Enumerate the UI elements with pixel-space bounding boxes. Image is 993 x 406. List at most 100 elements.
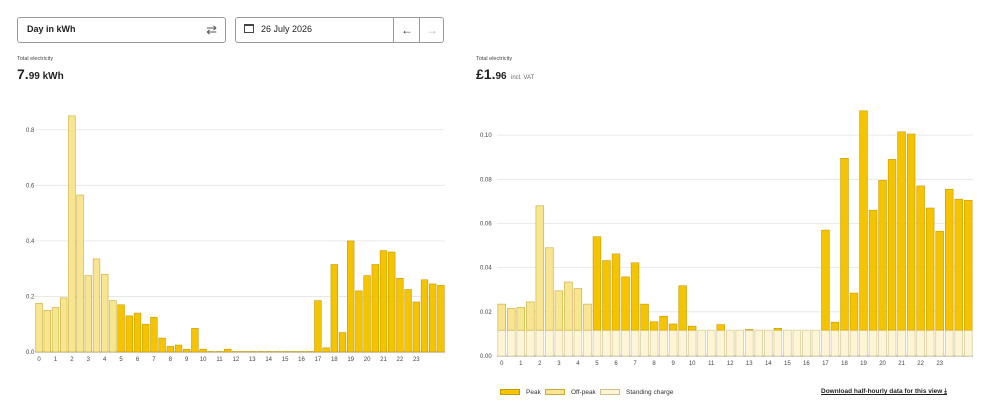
- bar-peak: [265, 351, 273, 353]
- bar-standing-charge: [583, 329, 592, 357]
- bar-offpeak: [101, 273, 109, 353]
- bar-offpeak: [554, 290, 564, 331]
- bar-peak: [420, 279, 429, 353]
- bar-standing-charge: [497, 329, 506, 357]
- x-tick-label: 14: [265, 357, 272, 363]
- bar-offpeak: [35, 303, 43, 353]
- bar-peak: [125, 315, 133, 353]
- bar-standing-charge: [954, 329, 963, 357]
- bar-peak: [935, 230, 944, 331]
- bar-peak: [830, 321, 840, 331]
- bar-peak: [314, 300, 322, 353]
- download-half-hourly-link[interactable]: Download half-hourly data for this view …: [821, 388, 948, 395]
- bar-peak: [640, 303, 649, 331]
- bar-standing-charge: [802, 329, 811, 357]
- legend-offpeak-swatch: [545, 389, 565, 396]
- bar-peak: [150, 316, 158, 353]
- bar-standing-charge: [621, 329, 630, 357]
- swap-arrows-icon[interactable]: ⇄: [206, 22, 217, 37]
- y-tick-label: 0.4: [26, 239, 35, 245]
- legend-standing-swatch: [600, 389, 620, 396]
- bar-peak: [611, 253, 621, 331]
- bar-peak: [630, 262, 640, 331]
- y-tick-label: 0.10: [480, 133, 492, 139]
- bar-peak: [363, 275, 371, 353]
- bar-standing-charge: [764, 329, 773, 357]
- bar-peak: [678, 285, 687, 331]
- x-tick-label: 1: [54, 357, 58, 363]
- bar-peak: [166, 346, 174, 353]
- bar-standing-charge: [935, 329, 944, 357]
- view-select[interactable]: Day in kWh ⇄: [17, 17, 226, 43]
- bar-offpeak: [68, 115, 76, 353]
- bar-peak: [716, 324, 725, 331]
- previous-day-button[interactable]: ←: [393, 18, 420, 42]
- bar-standing-charge: [868, 329, 878, 357]
- x-tick-label: 7: [633, 361, 637, 367]
- bar-offpeak: [573, 288, 583, 331]
- x-tick-label: 6: [614, 361, 618, 367]
- bar-standing-charge: [611, 329, 621, 357]
- bar-peak: [429, 283, 437, 353]
- bar-standing-charge: [840, 329, 849, 357]
- x-tick-label: 17: [315, 357, 322, 363]
- date-picker[interactable]: 26 July 2026 ← →: [235, 17, 444, 43]
- x-tick-label: 18: [331, 357, 338, 363]
- y-tick-label: 0.0: [26, 350, 35, 356]
- arrow-left-icon: ←: [401, 23, 413, 37]
- bar-standing-charge: [573, 329, 583, 357]
- x-tick-label: 8: [652, 361, 656, 367]
- bar-standing-charge: [535, 329, 545, 357]
- x-tick-label: 3: [557, 361, 561, 367]
- bar-offpeak: [507, 308, 516, 331]
- bar-standing-charge: [716, 329, 725, 357]
- x-tick-label: 10: [689, 361, 696, 367]
- x-tick-label: 23: [413, 357, 420, 363]
- bar-standing-charge: [906, 329, 916, 357]
- bar-standing-charge: [726, 329, 735, 357]
- x-tick-label: 4: [103, 357, 107, 363]
- bar-offpeak: [516, 307, 526, 331]
- bar-peak: [240, 351, 248, 353]
- bar-peak: [404, 289, 412, 353]
- x-tick-label: 20: [364, 357, 371, 363]
- x-tick-label: 2: [70, 357, 74, 363]
- bar-standing-charge: [640, 329, 649, 357]
- y-tick-label: 0.08: [480, 177, 492, 183]
- bar-peak: [379, 250, 388, 353]
- y-tick-label: 0.06: [480, 221, 492, 227]
- bar-peak: [347, 240, 355, 353]
- bar-standing-charge: [602, 329, 611, 357]
- energy-total-value: 7.99 kWh: [17, 66, 64, 82]
- x-tick-label: 10: [200, 357, 207, 363]
- bar-standing-charge: [678, 329, 687, 357]
- bar-standing-charge: [859, 329, 868, 357]
- bar-standing-charge: [545, 329, 554, 357]
- x-tick-label: 16: [803, 361, 810, 367]
- bar-peak: [925, 207, 935, 331]
- bar-peak: [306, 351, 314, 353]
- bar-peak: [158, 337, 166, 353]
- y-tick-label: 0.02: [480, 310, 492, 316]
- bar-standing-charge: [668, 329, 678, 357]
- bar-offpeak: [535, 205, 545, 331]
- x-tick-label: 9: [185, 357, 189, 363]
- bar-peak: [821, 229, 830, 331]
- y-tick-label: 0.6: [26, 183, 35, 189]
- bar-offpeak: [109, 300, 117, 353]
- x-tick-label: 16: [298, 357, 305, 363]
- x-tick-label: 15: [784, 361, 791, 367]
- bar-offpeak: [43, 310, 51, 353]
- bar-peak: [199, 348, 207, 353]
- x-tick-label: 9: [671, 361, 675, 367]
- bar-peak: [142, 323, 150, 353]
- bar-offpeak: [545, 247, 554, 331]
- bar-standing-charge: [821, 329, 830, 357]
- x-tick-label: 15: [282, 357, 289, 363]
- legend-peak-swatch: [500, 389, 520, 396]
- calendar-icon: [244, 24, 254, 33]
- bar-offpeak: [60, 297, 68, 353]
- bar-standing-charge: [849, 329, 859, 357]
- x-tick-label: 13: [249, 357, 256, 363]
- next-day-button[interactable]: →: [419, 18, 444, 42]
